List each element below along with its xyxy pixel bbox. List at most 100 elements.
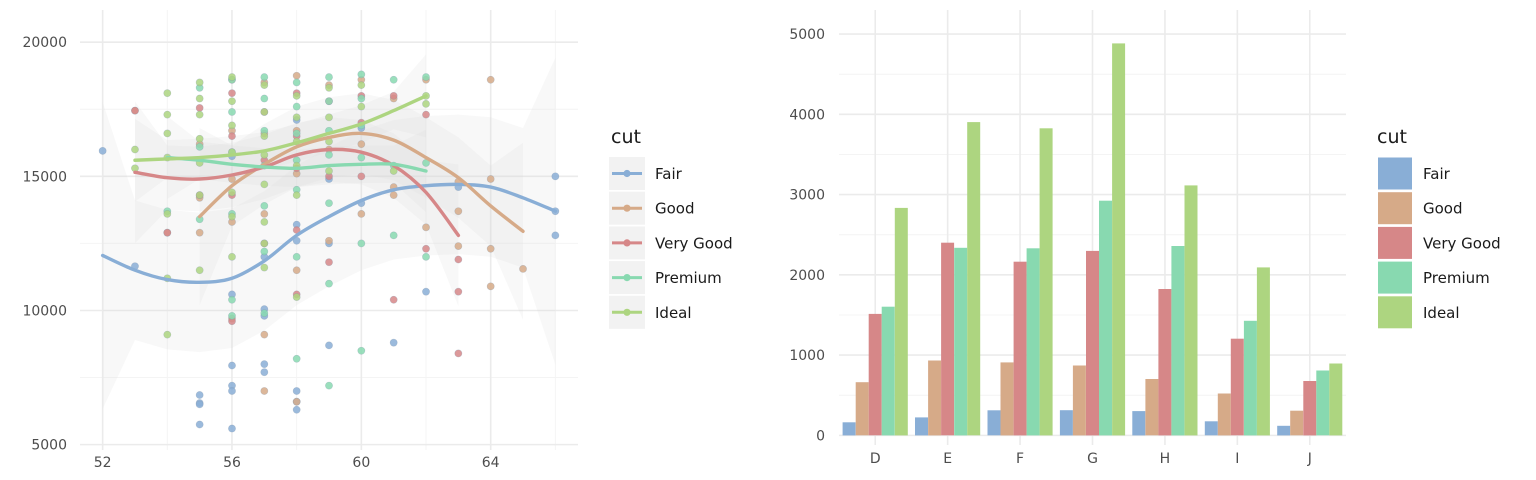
bar-ideal <box>894 207 908 436</box>
scatter-point <box>98 146 107 155</box>
smooth-line-very-good <box>133 147 461 238</box>
scatter-point <box>389 338 398 347</box>
y-tick-label: 1000 <box>789 348 825 364</box>
bar-good <box>928 360 942 436</box>
x-tick-label: J <box>1307 451 1312 467</box>
scatter-point <box>325 83 333 92</box>
bar-very-good <box>1013 261 1027 436</box>
scatter-point <box>454 349 463 358</box>
bar-ideal <box>1184 185 1198 436</box>
scatter-point <box>325 341 333 350</box>
smooth-line-premium <box>165 155 428 173</box>
scatter-point <box>228 361 236 370</box>
scatter-point <box>260 360 269 369</box>
scatter-panel: 52 56 60 64 5000 10000 15000 20000 <box>22 10 578 471</box>
scatter-legend: cut Fair Good Very Good Premium Ideal <box>609 126 733 329</box>
scatter-point <box>260 309 269 318</box>
y-tick-label: 20000 <box>22 35 67 51</box>
scatter-point <box>454 255 463 264</box>
scatter-point <box>228 108 236 116</box>
bar-good <box>855 382 869 436</box>
scatter-point <box>260 210 269 218</box>
scatter-point <box>357 172 366 181</box>
y-tick-label: 3000 <box>789 188 825 204</box>
scatter-point <box>389 75 398 84</box>
scatter-point <box>195 191 204 200</box>
legend-label: Good <box>1423 200 1463 218</box>
scatter-point <box>195 228 204 237</box>
scatter-point <box>357 81 366 90</box>
bar-good <box>1072 365 1086 436</box>
bar-fair <box>1204 421 1218 436</box>
legend-label: Ideal <box>655 304 692 322</box>
bar-very-good <box>868 313 882 436</box>
scatter-point <box>422 244 430 253</box>
bar-fair <box>1132 411 1146 436</box>
bar-good <box>1290 410 1304 436</box>
scatter-point <box>228 212 236 221</box>
bar-premium <box>1026 248 1040 436</box>
scatter-point <box>292 293 301 301</box>
scatter-point <box>292 102 301 111</box>
scatter-point <box>454 287 463 296</box>
bar-very-good <box>941 242 955 436</box>
scatter-point <box>260 94 269 103</box>
scatter-point <box>292 252 301 261</box>
scatter-point <box>195 400 204 409</box>
legend-key-swatch <box>1378 261 1412 294</box>
bar-ideal <box>967 122 981 436</box>
legend-label: Fair <box>655 165 683 183</box>
bar-fair <box>915 417 928 436</box>
x-tick-label: I <box>1235 451 1239 467</box>
legend-key-point <box>623 274 631 282</box>
scatter-point <box>292 387 301 395</box>
legend-key-swatch <box>1378 192 1412 225</box>
scatter-point <box>292 354 301 363</box>
scatter-point <box>228 311 236 320</box>
scatter-point <box>422 100 430 108</box>
bar-premium <box>954 247 968 436</box>
scatter-point <box>325 97 333 106</box>
scatter-point <box>357 153 366 162</box>
scatter-point <box>163 210 172 218</box>
bar-very-good <box>1303 381 1317 436</box>
bar-good <box>1217 393 1231 436</box>
legend-label: Good <box>655 200 695 218</box>
scatter-point <box>292 113 301 122</box>
scatter-point <box>325 167 333 175</box>
y-tick-label: 10000 <box>22 303 67 319</box>
scatter-point <box>260 218 269 226</box>
bar-ideal <box>1039 128 1053 436</box>
scatter-point <box>260 73 269 81</box>
smooth-line-ideal <box>133 94 428 162</box>
x-tick-label: 60 <box>352 455 370 471</box>
scatter-point <box>325 279 333 288</box>
x-tick-label: 56 <box>223 455 241 471</box>
scatter-point <box>195 420 204 429</box>
x-tick-label: D <box>870 451 881 467</box>
scatter-point <box>228 252 236 261</box>
scatter-point <box>422 287 430 296</box>
confidence-band-ideal <box>135 54 426 202</box>
scatter-point <box>325 258 333 267</box>
scatter-point <box>228 424 236 433</box>
scatter-point <box>228 387 236 395</box>
bar-premium <box>1316 370 1330 436</box>
scatter-point <box>454 242 463 250</box>
scatter-point <box>357 94 366 103</box>
scatter-point <box>325 381 333 390</box>
scatter-point <box>131 145 139 154</box>
legend-label: Very Good <box>655 234 733 252</box>
scatter-point <box>195 78 204 87</box>
scatter-point <box>228 295 236 304</box>
scatter-point <box>260 263 269 272</box>
legend-key-point <box>623 239 631 247</box>
scatter-point <box>131 106 139 115</box>
scatter-point <box>260 81 269 90</box>
scatter-point <box>195 94 204 103</box>
scatter-point <box>486 75 495 84</box>
bar-fair <box>987 410 1001 436</box>
scatter-point <box>260 247 269 256</box>
scatter-point <box>357 239 366 248</box>
scatter-point <box>260 330 269 339</box>
